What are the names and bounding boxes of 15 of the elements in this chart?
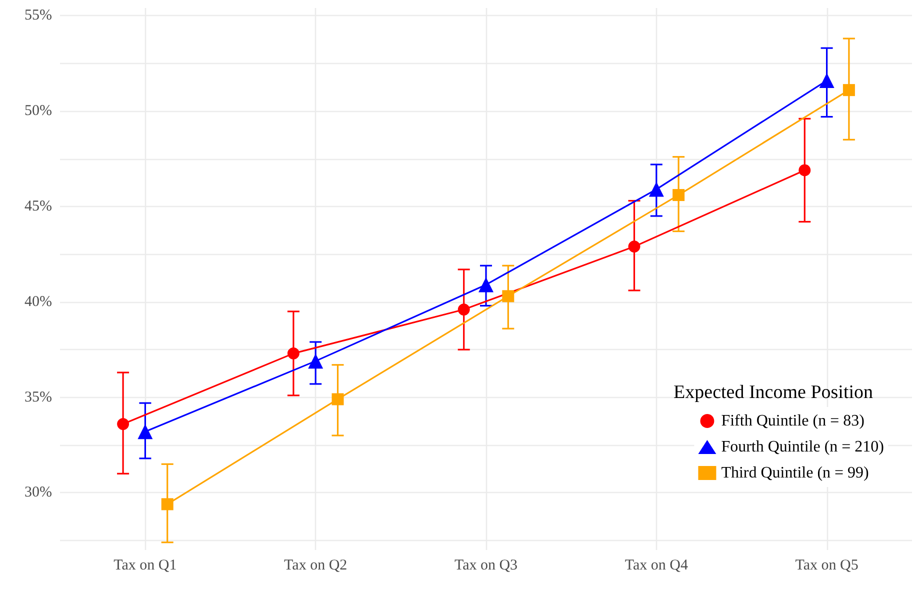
x-tick-label: Tax on Q4 xyxy=(624,558,688,574)
y-tick-label: 55% xyxy=(24,8,52,24)
legend-label: Fifth Quintile (n = 83) xyxy=(721,412,864,430)
legend-label: Third Quintile (n = 99) xyxy=(721,464,869,482)
y-tick-label: 30% xyxy=(24,484,52,501)
x-tick-label: Tax on Q2 xyxy=(284,558,348,574)
y-tick-label: 35% xyxy=(24,389,52,406)
x-tick-label: Tax on Q1 xyxy=(114,558,177,574)
x-tick-label: Tax on Q3 xyxy=(454,558,518,574)
legend-label: Fourth Quintile (n = 210) xyxy=(721,438,884,456)
y-tick-label: 50% xyxy=(24,103,52,120)
y-tick-label: 45% xyxy=(24,198,52,214)
y-tick-label: 40% xyxy=(24,294,52,310)
legend-title: Expected Income Position xyxy=(674,382,874,403)
x-tick-label: Tax on Q5 xyxy=(795,558,858,574)
